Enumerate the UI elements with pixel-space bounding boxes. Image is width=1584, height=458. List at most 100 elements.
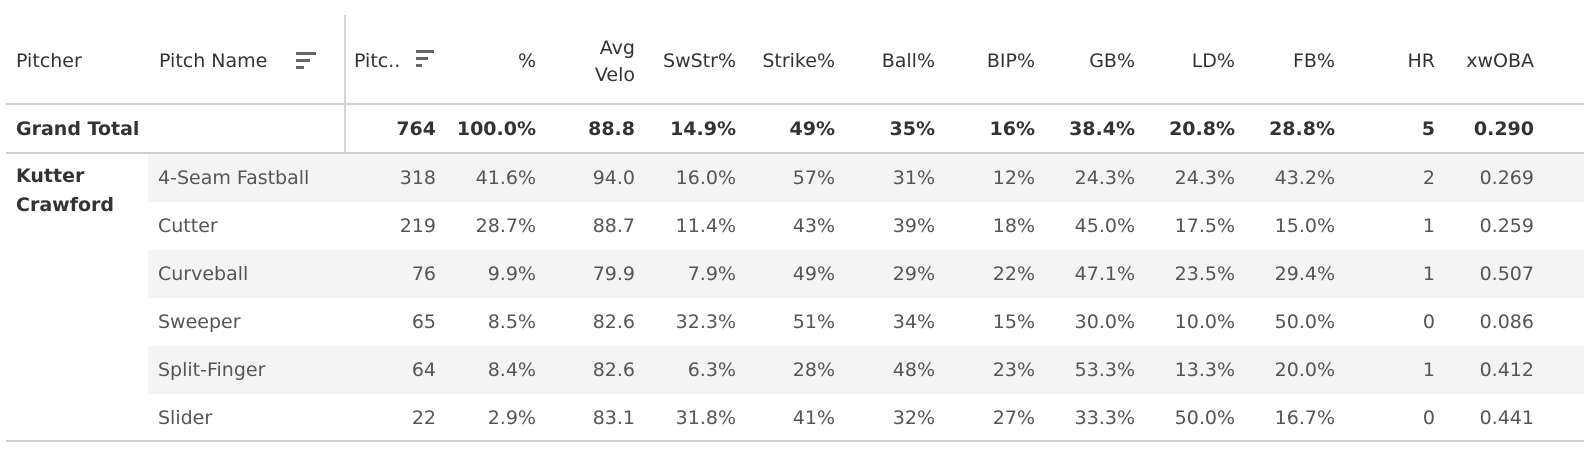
fb-cell: 20.0% <box>1275 358 1335 382</box>
grand-total-bip: 16% <box>990 117 1035 141</box>
grand-total-strike: 49% <box>790 117 835 141</box>
pitcher-first-name: Kutter <box>16 162 136 191</box>
column-header-bip[interactable]: BIP% <box>987 49 1035 73</box>
column-header-ball[interactable]: Ball% <box>882 49 935 73</box>
bip-cell: 22% <box>993 262 1035 286</box>
table-row: Curveball 76 9.9% 79.9 7.9% 49% 29% 22% … <box>148 250 1584 298</box>
column-header-strike[interactable]: Strike% <box>762 49 835 73</box>
gb-cell: 45.0% <box>1075 214 1135 238</box>
gb-cell: 53.3% <box>1075 358 1135 382</box>
column-header-gb[interactable]: GB% <box>1089 49 1135 73</box>
strike-cell: 43% <box>793 214 835 238</box>
column-header-swstr[interactable]: SwStr% <box>663 49 736 73</box>
table-row: 4-Seam Fastball 318 41.6% 94.0 16.0% 57%… <box>148 154 1584 202</box>
column-header-hr[interactable]: HR <box>1408 49 1436 73</box>
grand-total-hr: 5 <box>1422 117 1435 141</box>
column-header-percent[interactable]: % <box>518 49 536 73</box>
ball-cell: 48% <box>893 358 935 382</box>
table-row: Sweeper 65 8.5% 82.6 32.3% 51% 34% 15% 3… <box>148 298 1584 346</box>
pitches-cell: 22 <box>412 406 436 430</box>
pitcher-last-name: Crawford <box>16 191 136 220</box>
gb-cell: 24.3% <box>1075 166 1135 190</box>
gb-cell: 47.1% <box>1075 262 1135 286</box>
pitches-cell: 65 <box>412 310 436 334</box>
xwoba-cell: 0.441 <box>1480 406 1534 430</box>
column-header-pitches[interactable]: Pitc.. <box>354 49 400 73</box>
percent-cell: 2.9% <box>488 406 536 430</box>
hr-cell: 2 <box>1423 166 1435 190</box>
table-header: Pitcher Pitch Name Pitc.. % Avg Velo SwS… <box>0 0 1584 104</box>
avg-velo-cell: 88.7 <box>593 214 635 238</box>
avg-velo-cell: 94.0 <box>593 166 635 190</box>
column-header-pitch-name[interactable]: Pitch Name <box>159 49 267 73</box>
grand-total-label: Grand Total <box>16 117 139 141</box>
pitch-name-cell: Split-Finger <box>158 358 265 382</box>
percent-cell: 41.6% <box>476 166 536 190</box>
percent-cell: 9.9% <box>488 262 536 286</box>
ball-cell: 31% <box>893 166 935 190</box>
bip-cell: 18% <box>993 214 1035 238</box>
pitches-cell: 64 <box>412 358 436 382</box>
column-header-ld[interactable]: LD% <box>1192 49 1235 73</box>
pitch-name-cell: Curveball <box>158 262 248 286</box>
sort-descending-icon[interactable] <box>296 52 318 70</box>
hr-cell: 1 <box>1423 214 1435 238</box>
ld-cell: 23.5% <box>1175 262 1235 286</box>
pitches-cell: 219 <box>400 214 436 238</box>
column-header-fb[interactable]: FB% <box>1293 49 1335 73</box>
grand-total-xwoba: 0.290 <box>1474 117 1534 141</box>
ball-cell: 32% <box>893 406 935 430</box>
grand-total-avg-velo: 88.8 <box>588 117 635 141</box>
ld-cell: 17.5% <box>1175 214 1235 238</box>
percent-cell: 8.4% <box>488 358 536 382</box>
xwoba-cell: 0.086 <box>1480 310 1534 334</box>
avg-velo-cell: 79.9 <box>593 262 635 286</box>
xwoba-cell: 0.412 <box>1480 358 1534 382</box>
column-header-pitcher[interactable]: Pitcher <box>16 49 82 73</box>
strike-cell: 28% <box>793 358 835 382</box>
pitcher-name: Kutter Crawford <box>16 162 136 220</box>
column-header-avg-velo-line1[interactable]: Avg <box>600 36 635 60</box>
hr-cell: 0 <box>1423 310 1435 334</box>
fb-cell: 15.0% <box>1275 214 1335 238</box>
column-header-avg-velo-line2[interactable]: Velo <box>595 63 635 87</box>
grand-total-gb: 38.4% <box>1069 117 1135 141</box>
hr-cell: 1 <box>1423 358 1435 382</box>
bip-cell: 23% <box>993 358 1035 382</box>
swstr-cell: 32.3% <box>676 310 736 334</box>
fb-cell: 50.0% <box>1275 310 1335 334</box>
ball-cell: 29% <box>893 262 935 286</box>
grand-total-ld: 20.8% <box>1169 117 1235 141</box>
pitch-name-cell: Cutter <box>158 214 218 238</box>
strike-cell: 57% <box>793 166 835 190</box>
sort-descending-icon[interactable] <box>416 50 438 68</box>
pitches-cell: 76 <box>412 262 436 286</box>
ld-cell: 24.3% <box>1175 166 1235 190</box>
grand-total-fb: 28.8% <box>1269 117 1335 141</box>
hr-cell: 1 <box>1423 262 1435 286</box>
pitch-name-cell: Slider <box>158 406 212 430</box>
percent-cell: 28.7% <box>476 214 536 238</box>
fb-cell: 16.7% <box>1275 406 1335 430</box>
strike-cell: 41% <box>793 406 835 430</box>
ld-cell: 50.0% <box>1175 406 1235 430</box>
column-header-xwoba[interactable]: xwOBA <box>1466 49 1534 73</box>
percent-cell: 8.5% <box>488 310 536 334</box>
table-row: Slider 22 2.9% 83.1 31.8% 41% 32% 27% 33… <box>148 394 1584 442</box>
swstr-cell: 7.9% <box>688 262 736 286</box>
xwoba-cell: 0.269 <box>1480 166 1534 190</box>
grand-total-percent: 100.0% <box>457 117 536 141</box>
swstr-cell: 11.4% <box>676 214 736 238</box>
strike-cell: 51% <box>793 310 835 334</box>
table-row: Cutter 219 28.7% 88.7 11.4% 43% 39% 18% … <box>148 202 1584 250</box>
table-bottom-border <box>6 440 1584 442</box>
avg-velo-cell: 82.6 <box>593 358 635 382</box>
xwoba-cell: 0.259 <box>1480 214 1534 238</box>
pitch-name-cell: Sweeper <box>158 310 241 334</box>
grand-total-row: Grand Total 764 100.0% 88.8 14.9% 49% 35… <box>0 105 1584 152</box>
gb-cell: 30.0% <box>1075 310 1135 334</box>
gb-cell: 33.3% <box>1075 406 1135 430</box>
fb-cell: 29.4% <box>1275 262 1335 286</box>
ball-cell: 34% <box>893 310 935 334</box>
